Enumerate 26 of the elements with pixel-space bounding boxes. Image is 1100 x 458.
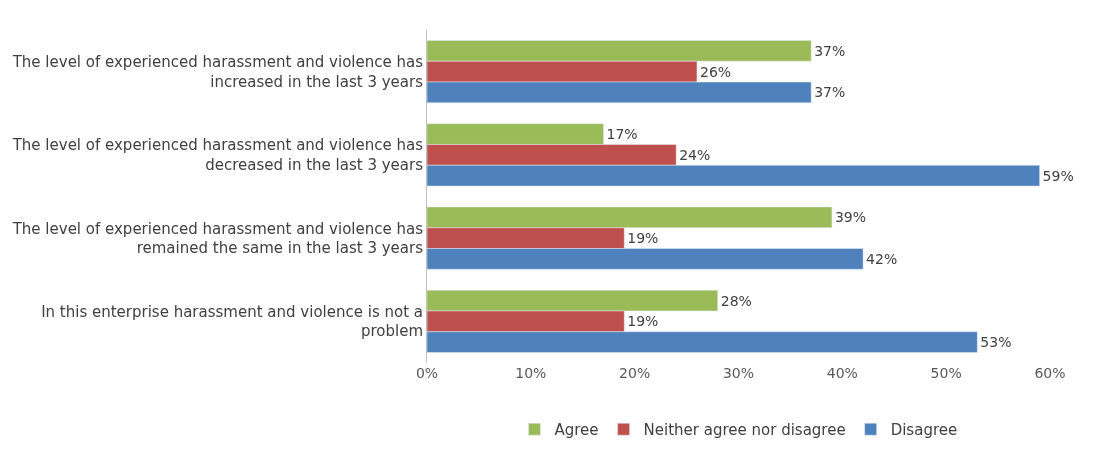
x-tick-label: 60%	[1034, 365, 1066, 381]
data-label: 24%	[679, 146, 711, 163]
y-tick-label: The level of experienced harassment and violence has remained the same in the last 3 years	[11, 219, 424, 258]
x-tick-label: 30%	[722, 365, 755, 381]
data-label: 17%	[606, 126, 638, 143]
y-tick-label: In this enterprise harassment and violence is not a problem	[41, 302, 423, 341]
data-label: 37%	[814, 84, 846, 101]
x-tick-label: 10%	[515, 365, 547, 381]
data-label: 39%	[834, 209, 867, 226]
x-tick-label: 40%	[826, 365, 858, 381]
y-tick-label: The level of experienced harassment and violence has decreased in the last 3 years	[11, 136, 424, 174]
legend-label: Disagree	[890, 421, 958, 440]
x-tick-label: 50%	[930, 365, 962, 381]
data-label: 28%	[720, 292, 752, 309]
data-label: 42%	[866, 250, 898, 267]
legend-label: Neither agree nor disagree	[643, 421, 846, 440]
y-tick-label: The level of experienced harassment and violence has increased in the last 3 years	[11, 53, 424, 91]
data-label: 19%	[627, 230, 659, 247]
legend-label: Agree	[554, 421, 599, 440]
data-label: 26%	[699, 63, 732, 80]
data-label: 37%	[814, 42, 846, 59]
x-tick-label: 0%	[415, 365, 439, 381]
x-tick-label: 20%	[619, 365, 651, 381]
data-label: 53%	[980, 334, 1012, 351]
data-label: 19%	[627, 313, 659, 330]
data-label: 59%	[1042, 167, 1074, 184]
